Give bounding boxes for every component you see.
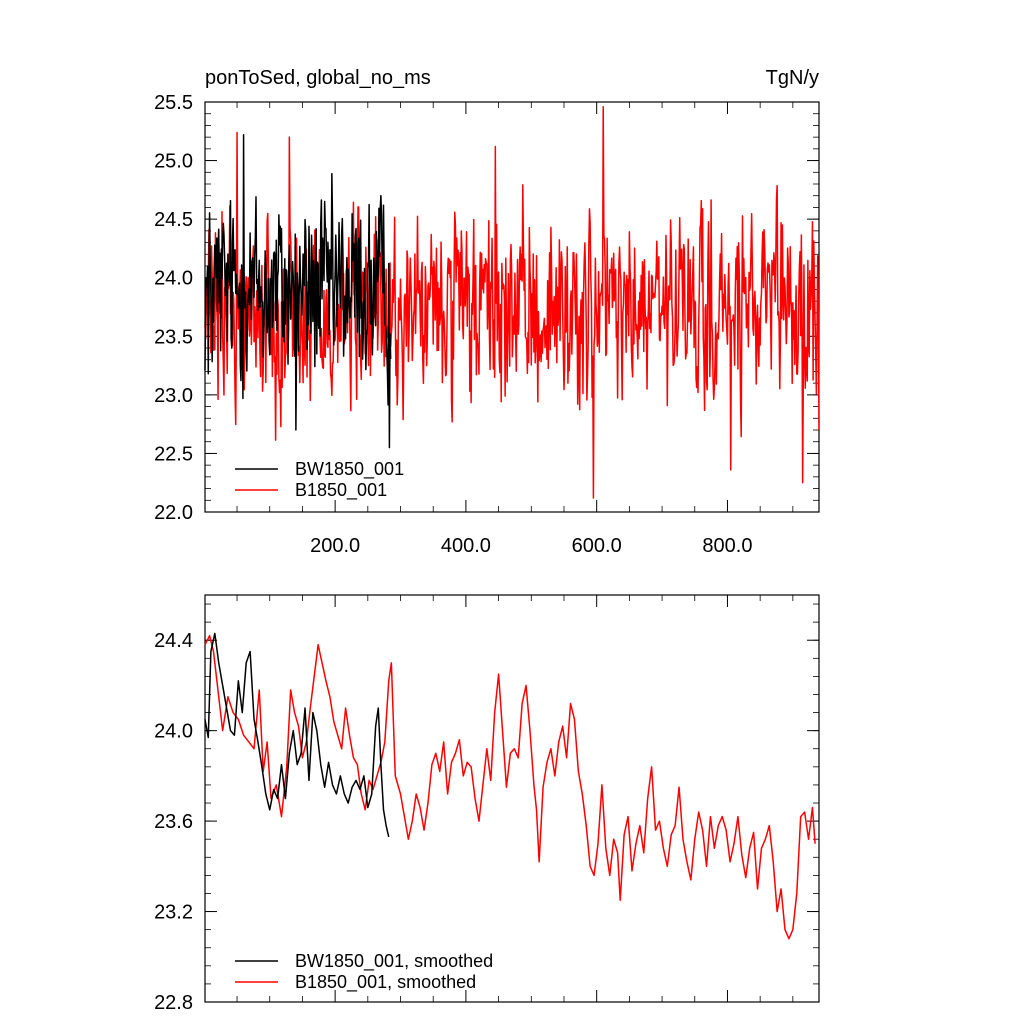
legend-label-b1850: B1850_001 xyxy=(295,480,387,501)
bottom-line-b1850-001-smoothed xyxy=(204,634,816,940)
y-tick-label: 24.0 xyxy=(154,268,193,290)
legend-label-bw1850: BW1850_001 xyxy=(295,459,404,480)
y-tick-label: 23.5 xyxy=(154,326,193,348)
top-series-lines xyxy=(204,105,820,499)
top-line-bw1850-001 xyxy=(204,134,392,449)
x-tick-label: 200.0 xyxy=(310,535,360,557)
bottom-line-bw1850-001-smoothed xyxy=(204,632,390,838)
top-axes: 22.0 22.5 23.0 23.5 24.0 24.5 25.0 25.5 200.0 400… xyxy=(154,92,819,557)
x-tick-label: 600.0 xyxy=(572,535,622,557)
legend-label-b1850-smoothed: B1850_001, smoothed xyxy=(295,972,476,993)
y-tick-label: 25.5 xyxy=(154,92,193,114)
bottom-series-lines xyxy=(204,632,816,940)
y-tick-label: 23.6 xyxy=(154,811,193,833)
x-tick-label: 400.0 xyxy=(441,535,491,557)
x-tick-label: 800.0 xyxy=(702,535,752,557)
legend-label-bw1850-smoothed: BW1850_001, smoothed xyxy=(295,951,493,972)
chart-units-label: TgN/y xyxy=(766,67,819,89)
bottom-legend: BW1850_001, smoothed B1850_001, smoothed xyxy=(235,951,493,993)
bottom-plot-frame xyxy=(204,594,820,1003)
top-legend: BW1850_001 B1850_001 xyxy=(235,459,404,501)
y-tick-label: 24.0 xyxy=(154,721,193,743)
bottom-chart-panel: 22.8 23.2 23.6 24.0 24.4 BW1850_001, smoothe… xyxy=(154,594,820,1014)
y-tick-label: 22.5 xyxy=(154,443,193,465)
y-tick-label: 25.0 xyxy=(154,151,193,173)
top-chart-panel: ponToSed, global_no_ms TgN/y 22.0 22.5 23.… xyxy=(154,67,820,557)
y-tick-label: 23.2 xyxy=(154,902,193,924)
bottom-axes: 22.8 23.2 23.6 24.0 24.4 xyxy=(154,595,819,1014)
y-tick-label: 22.8 xyxy=(154,992,193,1014)
y-tick-label: 23.0 xyxy=(154,385,193,407)
y-tick-label: 24.4 xyxy=(154,630,193,652)
chart-title-left: ponToSed, global_no_ms xyxy=(205,67,431,89)
y-tick-label: 22.0 xyxy=(154,502,193,524)
y-tick-label: 24.5 xyxy=(154,209,193,231)
